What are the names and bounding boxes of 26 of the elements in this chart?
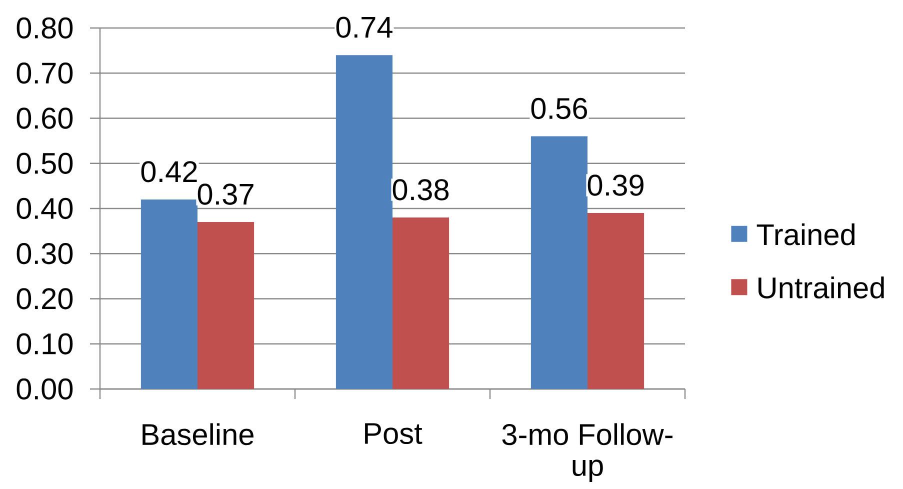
x-tick-label: Baseline — [142, 423, 254, 446]
bar — [392, 218, 450, 389]
bar — [530, 136, 588, 389]
bar — [588, 213, 644, 389]
data-label: 0.74 — [336, 16, 392, 38]
y-tick-label: 0.40 — [16, 198, 73, 220]
y-tick-label: 0.50 — [16, 152, 73, 174]
legend-label: Trained — [756, 223, 855, 246]
y-tick-label: 0.10 — [16, 333, 73, 354]
bar — [336, 55, 392, 389]
x-tick-label: 3-mo Follow-up — [502, 423, 672, 482]
data-label: 0.56 — [531, 98, 587, 120]
data-label: 0.39 — [588, 174, 644, 196]
data-label: 0.37 — [198, 184, 254, 205]
y-tick-label: 0.80 — [16, 17, 73, 39]
y-tick-label: 0.30 — [16, 243, 73, 264]
y-tick-label: 0.70 — [16, 62, 73, 84]
bar — [140, 199, 198, 389]
y-tick-label: 0.20 — [16, 288, 73, 310]
y-tick-label: 0.60 — [16, 108, 73, 129]
bar — [198, 222, 254, 389]
data-label: 0.38 — [392, 179, 449, 200]
data-label: 0.42 — [141, 161, 197, 182]
legend-label: Untrained — [758, 276, 884, 298]
y-tick-label: 0.00 — [16, 378, 73, 400]
x-tick-label: Post — [365, 423, 422, 444]
